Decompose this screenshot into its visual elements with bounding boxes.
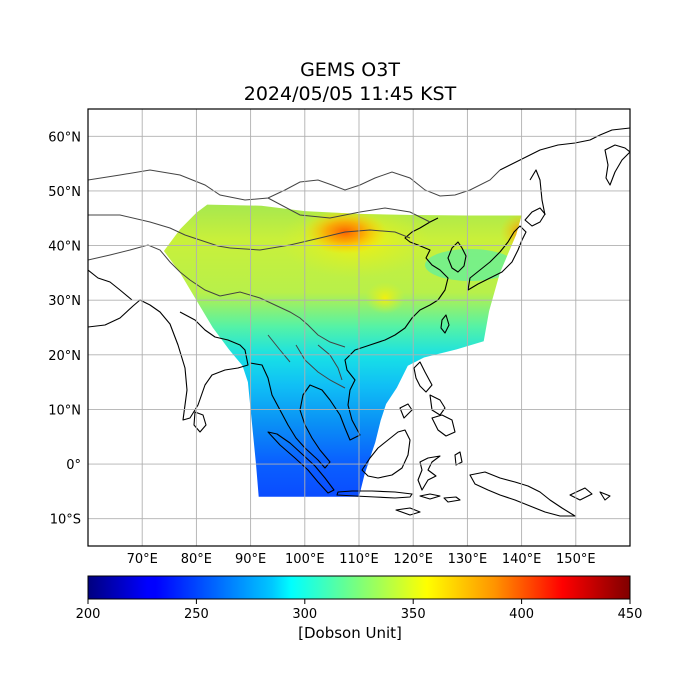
- lon-tick-label: 90°E: [235, 552, 266, 567]
- colorbar-tick-label: 450: [618, 607, 643, 622]
- lat-tick-label: 50°N: [48, 185, 81, 200]
- colorbar-tick-label: 300: [292, 607, 317, 622]
- colorbar-tick-labels: 200 250 300 350 400 450: [76, 599, 643, 622]
- gridlines: [88, 109, 630, 546]
- map-subtitle: 2024/05/05 11:45 KST: [243, 83, 457, 105]
- colorbar: [88, 576, 630, 599]
- coastlines: [88, 127, 630, 517]
- map-frame: [87, 108, 631, 547]
- lat-tick-label: 60°N: [48, 130, 81, 145]
- colorbar-tick-label: 250: [184, 607, 209, 622]
- lon-tick-label: 70°E: [127, 552, 158, 567]
- colorbar-tick-label: 200: [76, 607, 101, 622]
- latitude-tick-labels: 60°N 50°N 40°N 30°N 20°N 10°N 0° 10°S: [48, 130, 81, 527]
- lon-tick-label: 100°E: [285, 552, 325, 567]
- lat-tick-label: 20°N: [48, 349, 81, 364]
- lon-tick-label: 150°E: [556, 552, 596, 567]
- lat-tick-label: 30°N: [48, 294, 81, 309]
- longitude-tick-labels: 70°E 80°E 90°E 100°E 110°E 120°E 130°E 140°E 150…: [127, 552, 596, 567]
- lon-tick-label: 110°E: [339, 552, 379, 567]
- ozone-swath: [163, 204, 522, 497]
- lat-tick-label: 10°N: [48, 403, 81, 418]
- lat-tick-label: 0°: [66, 458, 81, 473]
- lat-tick-label: 40°N: [48, 240, 81, 255]
- lon-tick-label: 80°E: [181, 552, 212, 567]
- colorbar-tick-label: 400: [509, 607, 534, 622]
- lon-tick-label: 130°E: [448, 552, 488, 567]
- lat-tick-label: 10°S: [50, 513, 81, 528]
- colorbar-tick-label: 350: [401, 607, 426, 622]
- colorbar-frame: [87, 575, 631, 600]
- lon-tick-label: 120°E: [393, 552, 433, 567]
- lon-tick-label: 140°E: [502, 552, 542, 567]
- colorbar-label: [Dobson Unit]: [298, 624, 402, 642]
- map-title: GEMS O3T: [300, 59, 400, 81]
